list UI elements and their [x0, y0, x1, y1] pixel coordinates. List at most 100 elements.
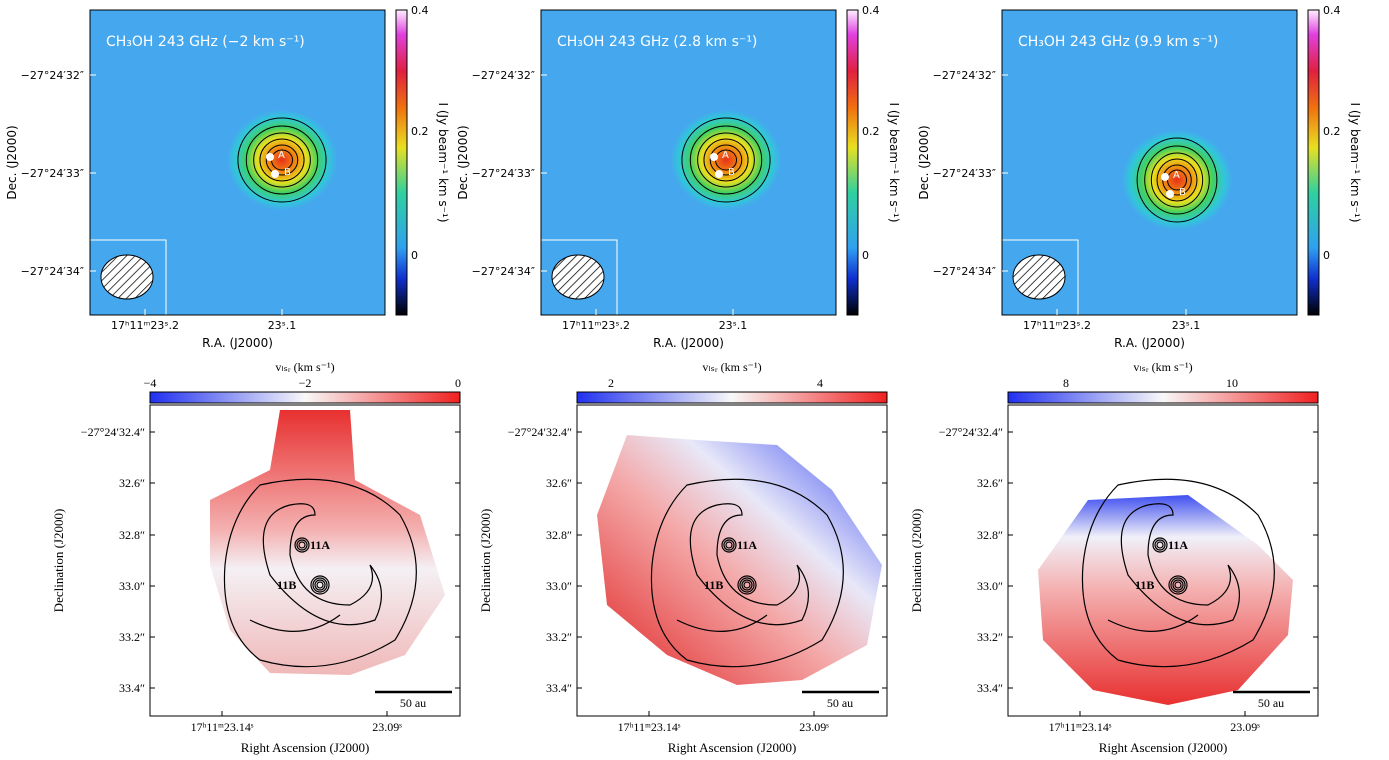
y-tick-label: −27°24′32″	[472, 69, 535, 82]
x-tick-label: 23.09ˢ	[372, 720, 402, 734]
colorbar-tick-label: 0	[1323, 249, 1330, 262]
contours	[650, 478, 844, 668]
y-tick-label: 33.4″	[977, 681, 1003, 695]
contour	[1154, 539, 1166, 551]
bottom-panel: 11A 11B 50 au −27°24′32.4″ 32.6″ 32.8″ 33.0″ 33…	[478, 360, 888, 755]
y-axis-label: Dec. (J2000)	[5, 125, 19, 199]
colorbar-tick-label: 0.4	[862, 4, 880, 17]
contour	[298, 541, 306, 549]
source-label: 11B	[704, 578, 723, 592]
source-label: B	[728, 167, 735, 178]
y-axis-label: Declination (J2000)	[478, 509, 493, 613]
y-tick-label: −27°24′32″	[933, 69, 996, 82]
contour	[1172, 579, 1184, 591]
y-tick-label: 33.4″	[119, 681, 145, 695]
y-tick-label: −27°24′33″	[933, 167, 996, 180]
colorbar-tick-label: 0	[411, 249, 418, 262]
y-tick-label: 32.6″	[977, 476, 1003, 490]
beam	[100, 254, 154, 300]
source-label: 11B	[277, 578, 296, 592]
y-axis-label: Declination (J2000)	[909, 509, 924, 613]
contour	[689, 503, 809, 626]
contour	[265, 144, 299, 176]
contour	[725, 541, 733, 549]
contour	[1150, 152, 1204, 208]
source-dot	[1166, 190, 1174, 198]
panel-title: CH₃OH 243 GHz (9.9 km s⁻¹)	[1018, 34, 1218, 50]
contour	[310, 575, 330, 595]
source-label: B	[1179, 187, 1186, 198]
contour	[223, 478, 417, 668]
contour	[294, 537, 310, 553]
y-tick-label: 33.0″	[546, 579, 572, 593]
source-label: A	[1173, 170, 1180, 181]
y-tick-label: −27°24′34″	[933, 265, 996, 278]
panel-title: CH₃OH 243 GHz (2.8 km s⁻¹)	[557, 34, 757, 50]
colorbar-label: I (Jy beam⁻¹ km s⁻¹)	[887, 102, 901, 222]
colorbar-tick-label: 0	[862, 249, 869, 262]
scale-label: 50 au	[827, 696, 853, 710]
contour	[1156, 158, 1198, 202]
y-tick-label: −27°24′32″	[21, 69, 84, 82]
contour	[650, 478, 844, 668]
y-tick-label: −27°24′32.4″	[81, 425, 145, 439]
contour	[737, 575, 757, 595]
colorbar	[1007, 391, 1319, 404]
x-tick-label: 17ʰ11ᵐ23ˢ.2	[1023, 319, 1091, 332]
source-dot	[266, 153, 274, 161]
source-dot	[715, 170, 723, 178]
contour	[314, 579, 326, 591]
x-tick-label: 23ˢ.1	[719, 319, 748, 332]
x-axis-label: R.A. (J2000)	[202, 336, 273, 350]
beam	[1012, 254, 1066, 300]
contour	[1156, 541, 1164, 549]
contour	[1152, 537, 1168, 553]
y-axis-label: Declination (J2000)	[51, 509, 66, 613]
x-axis-label: Right Ascension (J2000)	[241, 740, 370, 755]
x-axis-label: Right Ascension (J2000)	[668, 740, 797, 755]
contour	[1107, 614, 1199, 632]
x-tick-label: 23.09ˢ	[799, 720, 829, 734]
contour	[703, 138, 749, 182]
y-tick-label: −27°24′34″	[21, 265, 84, 278]
colorbar-label: vₗₛᵣ (km s⁻¹)	[275, 360, 334, 374]
frame	[576, 404, 888, 717]
contour	[312, 577, 328, 593]
y-axis-label: Dec. (J2000)	[456, 125, 470, 199]
y-tick-label: 33.0″	[977, 579, 1003, 593]
contour	[1168, 575, 1188, 595]
contour	[259, 138, 305, 182]
frame	[540, 9, 837, 316]
y-tick-label: 33.2″	[119, 630, 145, 644]
source-dot	[1161, 173, 1169, 181]
contour	[1170, 577, 1186, 593]
source-label: A	[722, 150, 729, 161]
y-tick-label: −27°24′32.4″	[939, 425, 1003, 439]
top-panel: AB CH₃OH 243 GHz (2.8 km s⁻¹) −27°24′32″ −2…	[456, 4, 901, 350]
emission-blob	[227, 110, 337, 210]
colorbar-tick-label: 10	[1226, 376, 1238, 390]
contour	[697, 132, 755, 188]
source-label: B	[284, 167, 291, 178]
contour	[316, 581, 324, 589]
contour	[245, 125, 319, 195]
source-dot	[710, 153, 718, 161]
contour	[262, 503, 382, 626]
velocity-map	[597, 435, 882, 685]
frame	[1007, 404, 1319, 717]
x-tick-label: 17ʰ11ᵐ23ˢ.2	[562, 319, 630, 332]
y-axis-label: Dec. (J2000)	[917, 125, 931, 199]
y-tick-label: 32.8″	[119, 528, 145, 542]
x-tick-label: 23.09ˢ	[1230, 720, 1260, 734]
frame	[89, 9, 386, 316]
contour	[689, 125, 763, 195]
source-label: 11B	[1135, 578, 1154, 592]
source-dot	[271, 170, 279, 178]
frame	[1001, 9, 1298, 316]
contour	[1174, 581, 1182, 589]
y-tick-label: −27°24′32.4″	[508, 425, 572, 439]
x-tick-label: 23ˢ.1	[1172, 319, 1201, 332]
contours	[223, 478, 417, 668]
frame	[149, 404, 461, 717]
